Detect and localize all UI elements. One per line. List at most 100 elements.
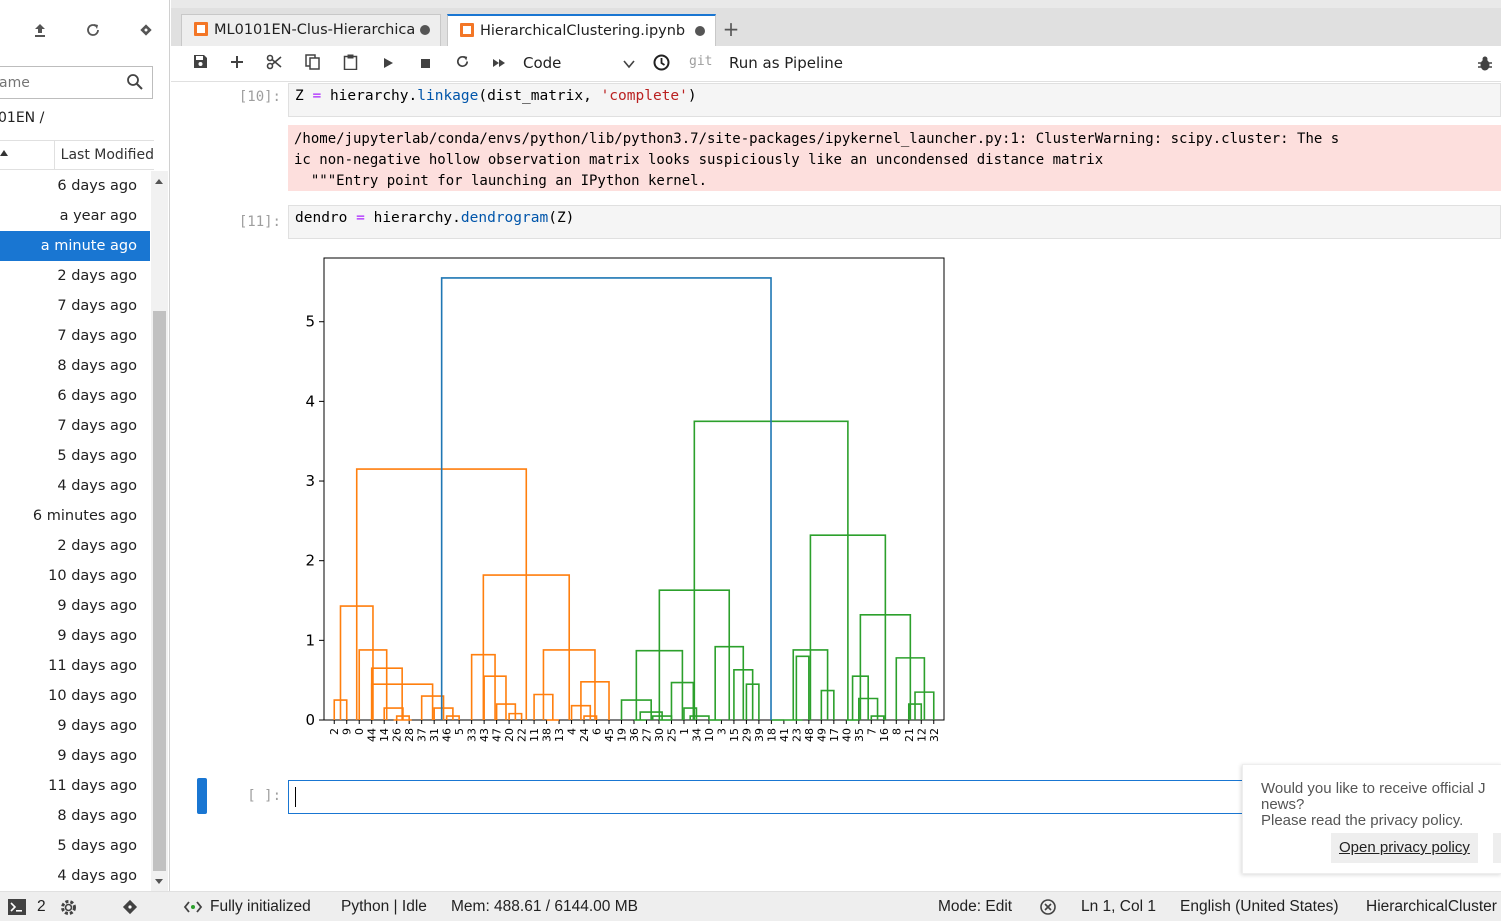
unsaved-dot-icon[interactable] xyxy=(420,25,430,35)
file-list-item[interactable]: 6 days ago xyxy=(57,388,137,404)
file-list-item[interactable]: 7 days ago xyxy=(57,298,137,314)
x-tick-label: 28 xyxy=(403,728,416,742)
scrollbar-thumb[interactable] xyxy=(153,311,166,871)
code-token: (dist_matrix, xyxy=(478,88,601,104)
file-list-item[interactable]: 11 days ago xyxy=(48,778,137,794)
copy-icon[interactable] xyxy=(302,54,322,74)
file-list-item[interactable]: 6 minutes ago xyxy=(32,508,137,524)
refresh-icon[interactable] xyxy=(83,22,103,42)
x-tick-label: 17 xyxy=(828,728,841,742)
unsaved-dot-icon[interactable] xyxy=(695,26,705,36)
clock-icon[interactable] xyxy=(651,54,671,74)
file-list-item[interactable]: 2 days ago xyxy=(57,538,137,554)
restart-kernel-icon[interactable] xyxy=(452,54,472,74)
file-browser-toolbar xyxy=(0,16,169,50)
file-list-item[interactable]: 7 days ago xyxy=(57,328,137,344)
new-tab-plus-icon[interactable]: + xyxy=(722,17,740,41)
active-file-name: HierarchicalCluster xyxy=(1366,898,1497,915)
tab-label: HierarchicalClustering.ipynb xyxy=(480,23,686,39)
x-tick-label: 12 xyxy=(915,728,928,742)
notebook-icon xyxy=(460,23,474,37)
file-list-item[interactable]: 4 days ago xyxy=(57,478,137,494)
file-list-item[interactable]: a minute ago xyxy=(0,231,150,261)
git-icon[interactable] xyxy=(121,898,139,921)
cell-prompt: [10]: xyxy=(238,89,281,105)
notification-second-button[interactable] xyxy=(1493,833,1501,863)
file-list-item[interactable]: 11 days ago xyxy=(48,658,137,674)
x-tick-label: 32 xyxy=(928,728,941,742)
code-cell-input[interactable]: dendro = hierarchy.dendrogram(Z) xyxy=(288,205,1501,239)
git-clone-icon[interactable] xyxy=(136,22,156,42)
file-list-item[interactable]: 2 days ago xyxy=(57,268,137,284)
run-cell-icon[interactable] xyxy=(378,54,398,74)
file-list-item[interactable]: 9 days ago xyxy=(57,718,137,734)
file-list-item[interactable]: 9 days ago xyxy=(57,748,137,764)
tab-ml0101en-notebook[interactable]: ML0101EN-Clus-Hierarchicа xyxy=(181,14,441,46)
lsp-status-icon[interactable] xyxy=(183,899,203,920)
cell-type-dropdown[interactable]: Code xyxy=(523,52,635,76)
cut-icon[interactable] xyxy=(264,54,284,74)
terminal-icon[interactable] xyxy=(8,899,26,920)
code-token: dendrogram xyxy=(460,210,549,226)
x-tick-label: 43 xyxy=(478,728,491,742)
file-list-item[interactable]: 9 days ago xyxy=(57,598,137,614)
x-tick-label: 39 xyxy=(753,728,766,742)
debugger-bug-icon[interactable] xyxy=(1477,55,1493,73)
kernel-init-status[interactable]: Fully initialized xyxy=(210,898,311,915)
x-tick-label: 48 xyxy=(803,728,816,742)
cell-type-value: Code xyxy=(523,54,562,72)
file-list-item[interactable]: 5 days ago xyxy=(57,838,137,854)
scroll-down-icon[interactable] xyxy=(155,879,163,884)
file-list-item[interactable]: 9 days ago xyxy=(57,628,137,644)
run-all-fast-forward-icon[interactable] xyxy=(489,54,509,74)
x-tick-label: 37 xyxy=(416,728,429,742)
upload-icon[interactable] xyxy=(30,22,50,42)
insert-cell-plus-icon[interactable] xyxy=(227,54,247,74)
file-list-item[interactable]: 8 days ago xyxy=(57,808,137,824)
code-cell-input[interactable]: Z = hierarchy.linkage(dist_matrix, 'comp… xyxy=(288,83,1501,117)
file-browser-panel: 01EN / Last Modified 6 days ago a year ag… xyxy=(0,0,170,891)
kernel-name-status[interactable]: Python | Idle xyxy=(341,898,427,915)
terminal-count[interactable]: 2 xyxy=(37,898,46,915)
notification-text: Please read the privacy policy. xyxy=(1261,812,1464,829)
save-icon[interactable] xyxy=(190,54,210,74)
file-list-item[interactable]: 8 days ago xyxy=(57,358,137,374)
breadcrumb[interactable]: 01EN / xyxy=(0,110,45,126)
x-tick-label: 35 xyxy=(853,728,866,742)
language-status[interactable]: English (United States) xyxy=(1180,898,1339,915)
document-tab-bar: ML0101EN-Clus-Hierarchicа HierarchicalCl… xyxy=(171,0,1501,47)
cursor-position[interactable]: Ln 1, Col 1 xyxy=(1081,898,1156,915)
file-list-scrollbar[interactable] xyxy=(151,171,168,891)
scroll-up-icon[interactable] xyxy=(155,179,163,184)
file-list-item[interactable]: 7 days ago xyxy=(57,418,137,434)
file-list-item[interactable]: 6 days ago xyxy=(57,178,137,194)
paste-icon[interactable] xyxy=(340,54,360,74)
file-filter-input[interactable] xyxy=(0,67,117,98)
code-token: hierarchy. xyxy=(373,210,461,226)
tab-hierarchical-clustering[interactable]: HierarchicalClustering.ipynb xyxy=(447,14,716,47)
file-list-item[interactable]: a year ago xyxy=(59,208,137,224)
column-last-modified[interactable]: Last Modified xyxy=(54,141,154,169)
file-list-item[interactable]: 10 days ago xyxy=(48,568,137,584)
y-tick-label: 4 xyxy=(305,392,315,410)
y-tick-label: 2 xyxy=(305,552,315,570)
plot-frame xyxy=(323,257,945,721)
code-token: = xyxy=(312,88,322,104)
file-list-item[interactable]: 5 days ago xyxy=(57,448,137,464)
x-tick-label: 22 xyxy=(516,728,529,742)
file-list-item[interactable]: 4 days ago xyxy=(57,868,137,884)
sort-ascending-icon[interactable] xyxy=(0,150,8,156)
git-diff-button[interactable]: git xyxy=(689,54,713,69)
dendrogram-link xyxy=(683,707,698,720)
x-tick-label: 5 xyxy=(453,728,466,735)
kernel-gear-icon[interactable] xyxy=(60,899,77,921)
open-privacy-policy-button[interactable]: Open privacy policy xyxy=(1331,833,1478,863)
x-tick-label: 45 xyxy=(603,728,616,742)
file-list-item[interactable]: 10 days ago xyxy=(48,688,137,704)
file-filter-field[interactable] xyxy=(0,66,153,99)
file-list-header: Last Modified xyxy=(0,140,154,170)
run-as-pipeline-button[interactable]: Run as Pipeline xyxy=(729,54,844,72)
stop-icon[interactable] xyxy=(415,54,435,74)
spellcheck-icon[interactable] xyxy=(1039,898,1057,921)
x-tick-label: 30 xyxy=(653,728,666,742)
